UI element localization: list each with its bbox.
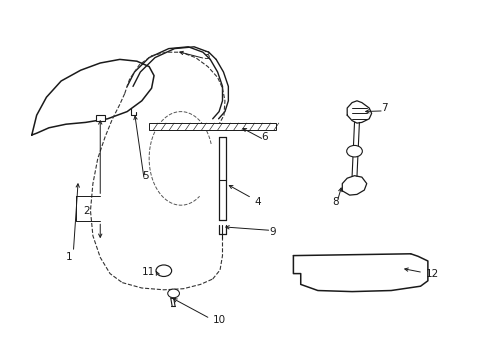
Text: 5: 5 [142,171,148,181]
Text: 10: 10 [212,315,225,325]
Circle shape [167,289,179,298]
Bar [96,115,105,121]
Text: 9: 9 [268,227,275,237]
Text: 11: 11 [142,267,155,277]
Text: 8: 8 [332,197,339,207]
Bar [149,123,276,130]
Circle shape [346,145,362,157]
Circle shape [156,265,171,276]
Text: 1: 1 [66,252,73,262]
Text: 12: 12 [425,269,438,279]
Text: 7: 7 [381,103,387,113]
Text: 6: 6 [261,132,268,142]
Text: 2: 2 [83,206,90,216]
Text: 3: 3 [203,51,209,61]
Text: 4: 4 [254,197,261,207]
